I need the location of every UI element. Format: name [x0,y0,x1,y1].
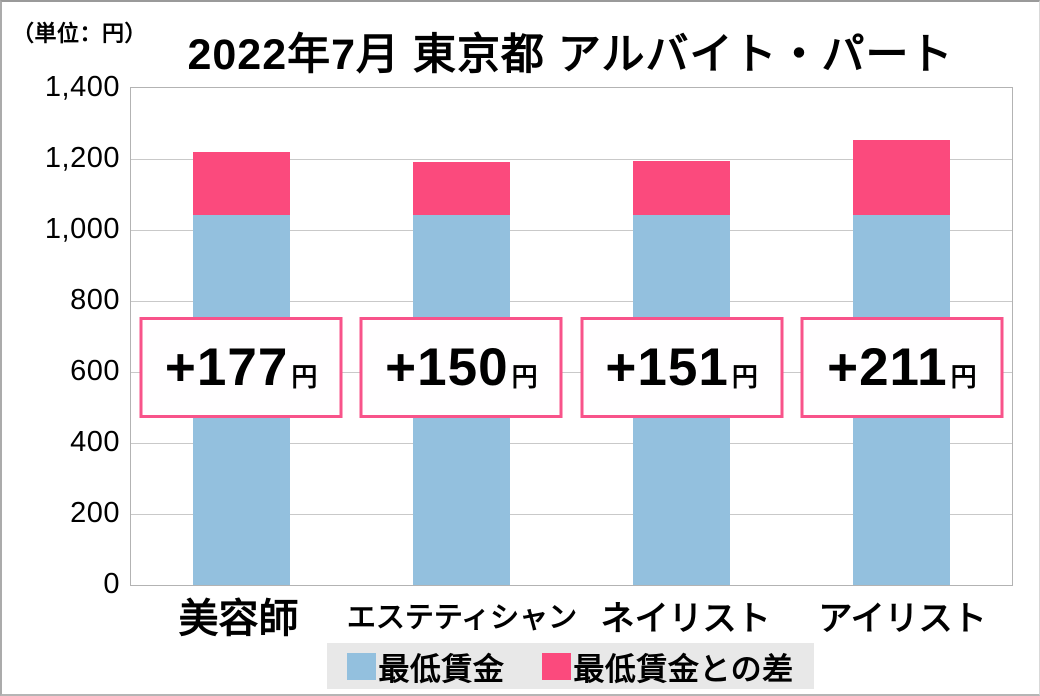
annotations-layer: +177 円 +150 円 +151 円 +211 円 [131,88,1012,585]
x-axis-labels: 美容師 エステティシャン ネイリスト アイリスト [130,587,1011,643]
x-axis-label: アイリスト [818,599,987,638]
y-tick-label: 0 [103,568,120,600]
legend-strip: 最低賃金 最低賃金との差 [327,643,814,689]
chart-title: 2022年7月 東京都 アルバイト・パート [187,31,954,79]
legend-item: 最低賃金との差 [542,644,793,689]
bar-segment-diff [853,140,951,215]
annotation-cell: +211 円 [792,88,1012,585]
y-axis-labels: 1,400 1,200 1,000 800 600 400 200 0 [2,71,120,600]
bar-segment-diff [192,152,290,215]
legend: 最低賃金 最低賃金との差 [130,643,1011,689]
x-axis-label: エステティシャン [346,602,578,634]
annotation-box: +151 円 [580,317,784,418]
bar-segment-diff [412,162,510,215]
gridline [131,443,1012,444]
y-tick-label: 600 [70,355,120,387]
annotation-value: +177 [164,338,289,397]
annotation-unit: 円 [950,362,977,392]
unit-label: （単位：円） [12,21,148,46]
y-tick-label: 400 [70,426,120,458]
y-tick-label: 200 [70,497,120,529]
plot-area: +177 円 +150 円 +151 円 +211 円 [130,87,1013,586]
x-axis-label: ネイリスト [600,599,771,638]
annotation-unit: 円 [291,362,318,392]
annotation-cell: +177 円 [131,88,351,585]
legend-label: 最低賃金 [378,651,505,687]
bar-segment-diff [633,161,731,215]
gridline [131,372,1012,373]
annotation-box: +177 円 [139,317,343,418]
annotation-unit: 円 [731,362,758,392]
legend-swatch-min-wage [347,652,377,680]
annotation-box: +211 円 [800,317,1004,418]
annotation-value: +150 [385,338,509,397]
legend-item: 最低賃金 [347,644,504,689]
annotation-unit: 円 [511,362,538,392]
x-axis-label: 美容師 [178,597,299,641]
gridline [131,230,1012,231]
y-tick-label: 800 [70,284,120,316]
legend-label: 最低賃金との差 [573,651,794,687]
annotation-value: +211 [827,338,948,397]
annotation-value: +151 [605,338,729,397]
annotation-box: +150 円 [359,317,563,418]
y-tick-label: 1,400 [44,71,120,103]
gridline [131,159,1012,160]
legend-swatch-diff [542,652,572,680]
y-tick-label: 1,000 [44,213,120,245]
annotation-cell: +150 円 [351,88,571,585]
gridline [131,514,1012,515]
annotation-cell: +151 円 [572,88,792,585]
y-tick-label: 1,200 [44,142,120,174]
gridline [131,301,1012,302]
